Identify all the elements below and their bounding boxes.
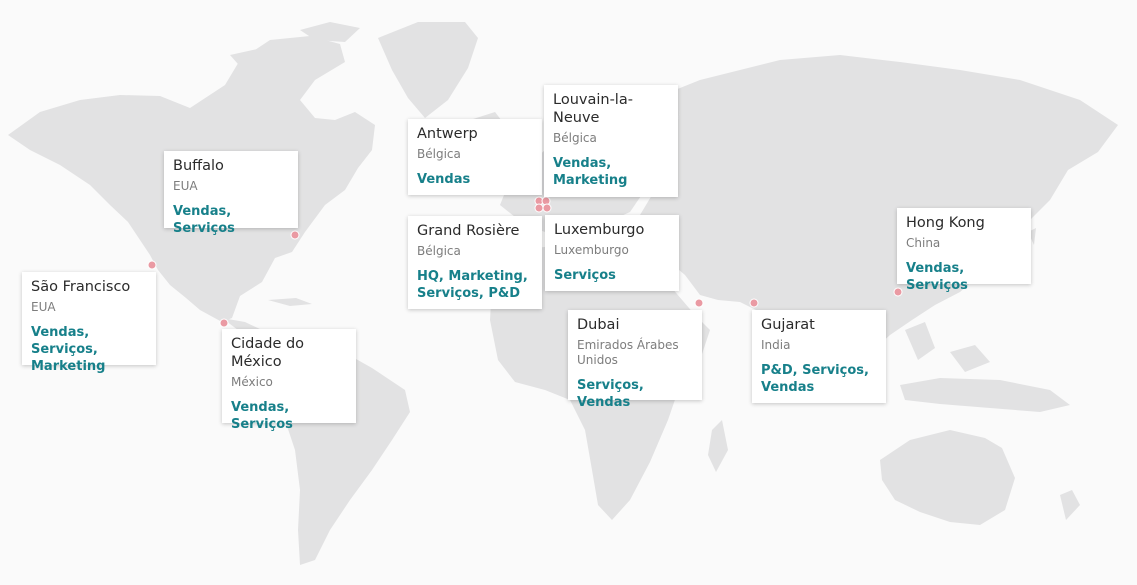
marker-sao-francisco[interactable] xyxy=(147,260,157,270)
office-name: Grand Rosière xyxy=(417,223,520,239)
office-country: Bélgica xyxy=(553,131,597,145)
office-card-buffalo: Buffalo EUA Vendas, Serviços xyxy=(164,151,298,236)
office-card-antwerp: Antwerp Bélgica Vendas xyxy=(408,119,542,195)
office-tags: Vendas, Serviços xyxy=(906,261,968,293)
office-country: México xyxy=(231,375,273,389)
office-card-grand-rosiere: Grand Rosière Bélgica HQ, Marketing, Ser… xyxy=(408,216,542,309)
office-country: India xyxy=(761,338,791,352)
office-name: Gujarat xyxy=(761,317,815,333)
office-tags: Vendas, Serviços, Marketing xyxy=(31,325,106,374)
marker-buffalo[interactable] xyxy=(290,230,300,240)
office-country: EUA xyxy=(31,300,56,314)
office-card-dubai: Dubai Emirados Árabes Unidos Serviços, V… xyxy=(568,310,702,410)
office-country: EUA xyxy=(173,179,198,193)
office-name: Cidade do México xyxy=(231,336,305,370)
office-tags: Serviços xyxy=(554,268,616,283)
office-tags: Vendas, Marketing xyxy=(553,156,628,188)
office-name: Hong Kong xyxy=(906,215,985,231)
office-name: Buffalo xyxy=(173,158,224,174)
office-country: Bélgica xyxy=(417,244,461,258)
landmass-greenland xyxy=(378,22,478,118)
office-card-gujarat: Gujarat India P&D, Serviços, Vendas xyxy=(752,310,886,403)
office-country: Emirados Árabes Unidos xyxy=(577,338,679,367)
office-card-hong-kong: Hong Kong China Vendas, Serviços xyxy=(897,208,1031,293)
marker-cidade-do-mexico[interactable] xyxy=(219,318,229,328)
marker-dubai[interactable] xyxy=(694,298,704,308)
marker-gujarat[interactable] xyxy=(749,298,759,308)
marker-hong-kong[interactable] xyxy=(893,287,903,297)
office-tags: Vendas, Serviços xyxy=(173,204,235,236)
office-tags: Serviços, Vendas xyxy=(577,378,644,410)
office-tags: Vendas, Serviços xyxy=(231,400,293,432)
office-name: São Francisco xyxy=(31,279,131,295)
office-card-sao-francisco: São Francisco EUA Vendas, Serviços, Mark… xyxy=(22,272,156,374)
office-country: Bélgica xyxy=(417,147,461,161)
office-card-louvain-la-neuve: Louvain-la-Neuve Bélgica Vendas, Marketi… xyxy=(544,85,678,197)
office-tags: Vendas xyxy=(417,172,471,187)
office-name: Luxemburgo xyxy=(554,222,645,238)
office-name: Antwerp xyxy=(417,126,478,142)
office-country: China xyxy=(906,236,941,250)
marker-luxemburgo[interactable] xyxy=(542,203,552,213)
office-country: Luxemburgo xyxy=(554,243,629,257)
office-name: Dubai xyxy=(577,317,620,333)
office-tags: HQ, Marketing, Serviços, P&D xyxy=(417,269,528,301)
landmass-australia xyxy=(880,430,1015,525)
office-card-cidade-do-mexico: Cidade do México México Vendas, Serviços xyxy=(222,329,356,432)
office-name: Louvain-la-Neuve xyxy=(553,92,633,126)
office-tags: P&D, Serviços, Vendas xyxy=(761,363,869,395)
office-card-luxemburgo: Luxemburgo Luxemburgo Serviços xyxy=(545,215,679,291)
